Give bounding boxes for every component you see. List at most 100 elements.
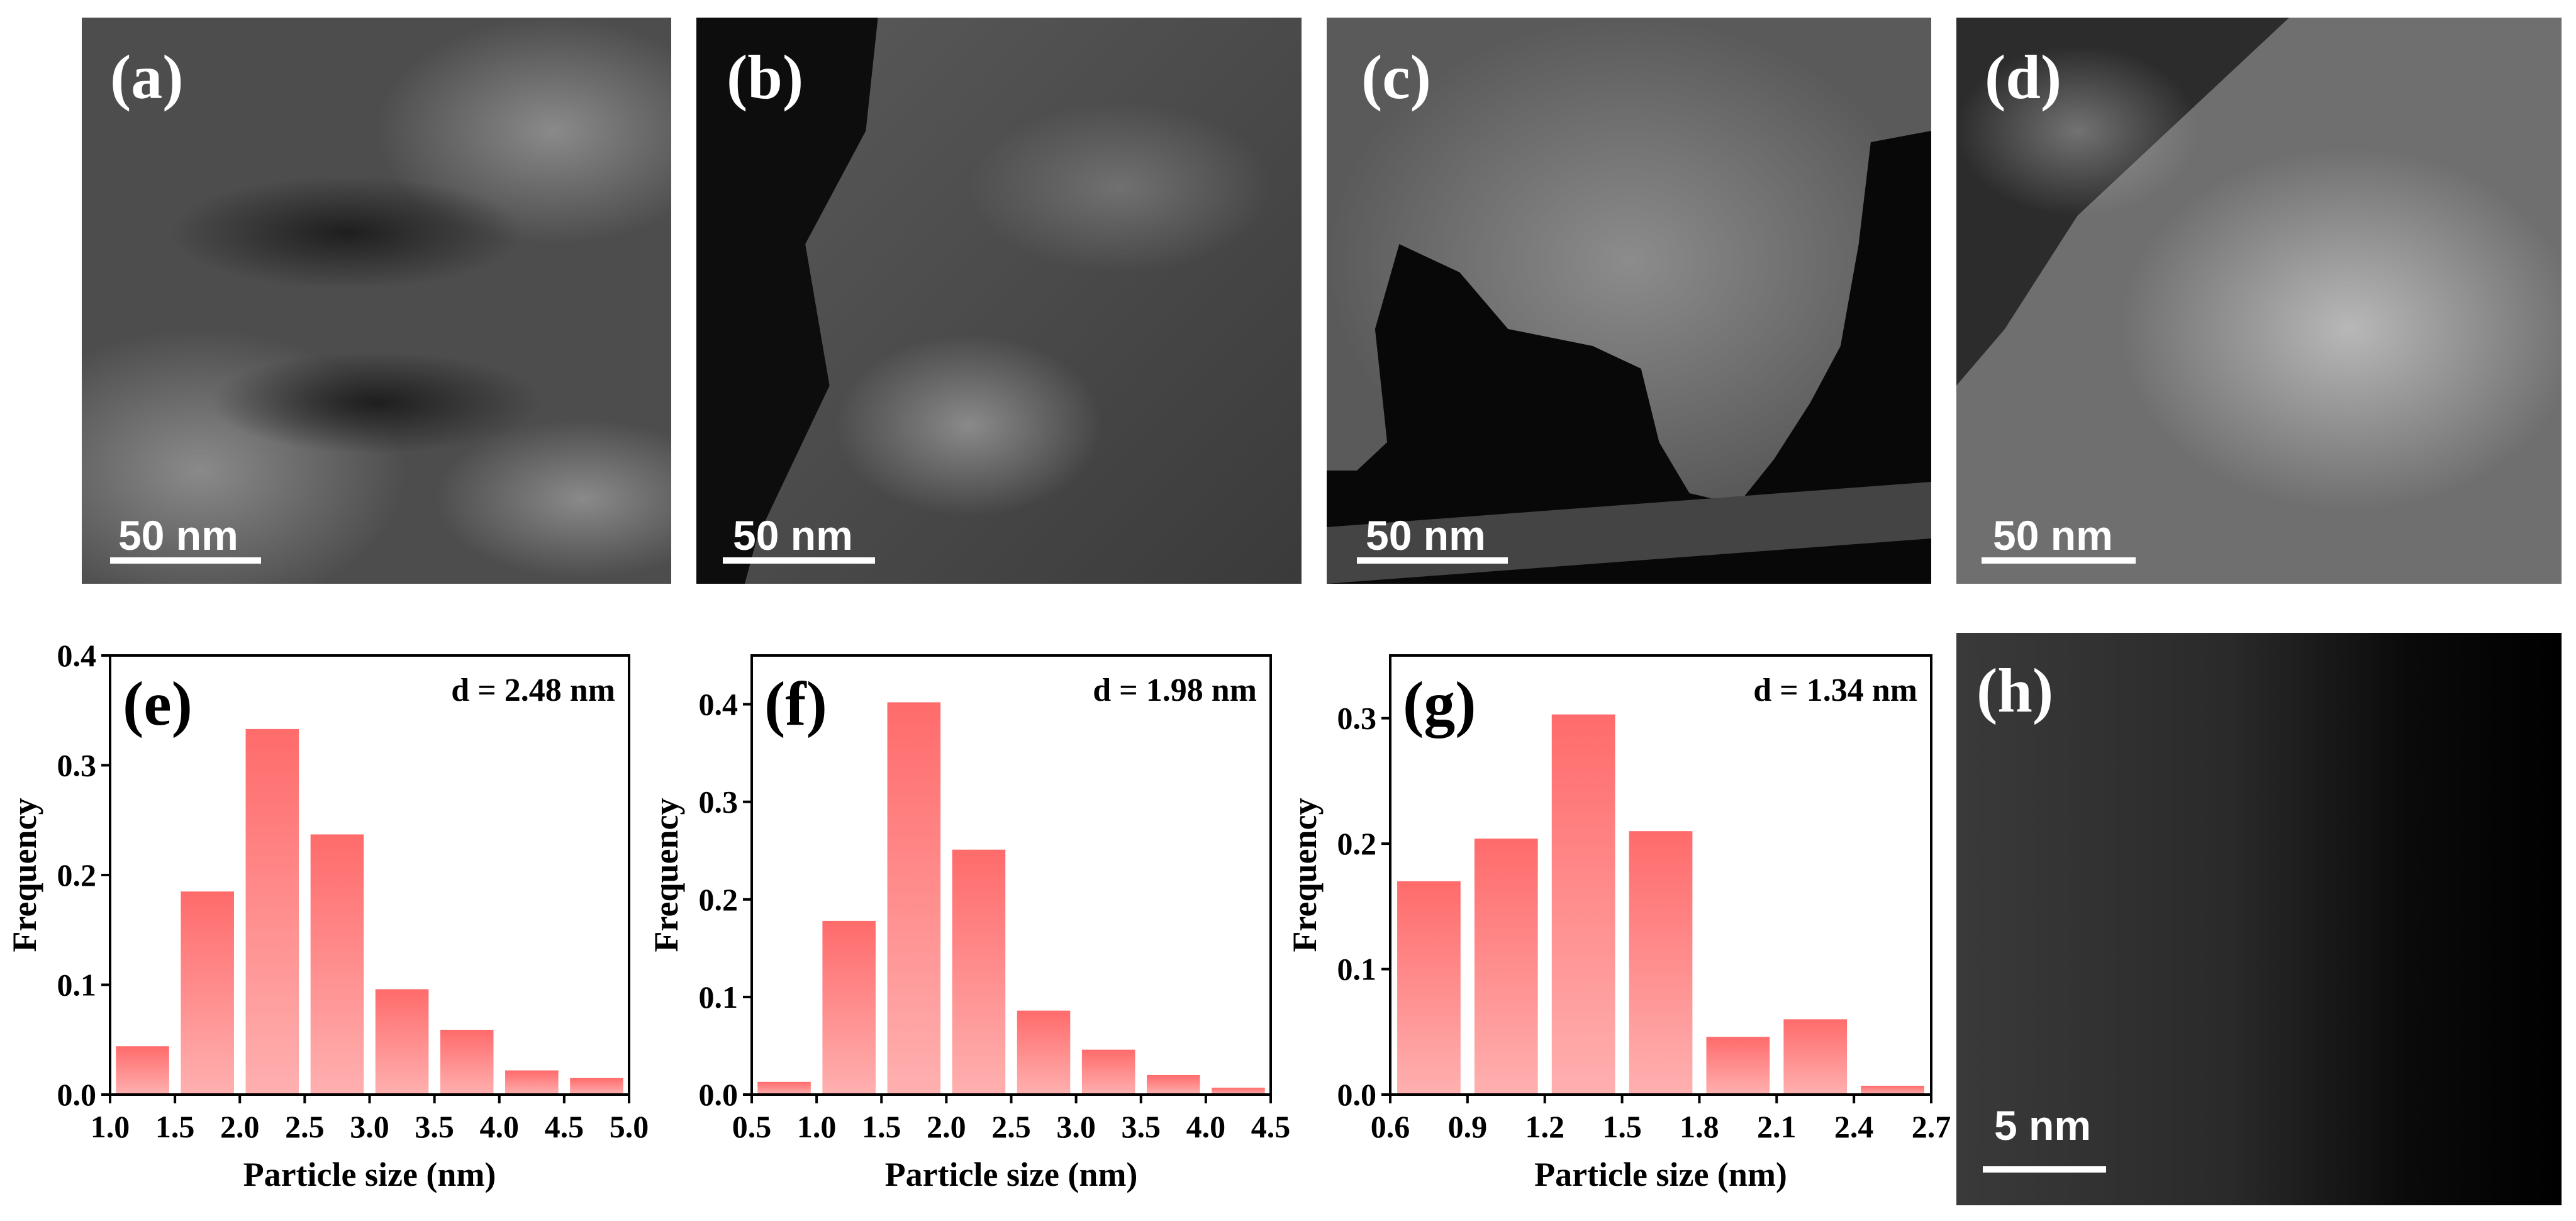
y-tick-label: 0.1 — [1337, 952, 1377, 987]
scale-bar-label: 50 nm — [733, 512, 853, 559]
histogram-bar — [887, 702, 941, 1095]
scale-bar — [110, 557, 261, 564]
panel-label: (g) — [1403, 669, 1476, 739]
y-tick-label: 0.3 — [57, 748, 97, 783]
y-axis-label: Frequency — [6, 798, 43, 952]
micrograph-d: (d) 50 nm — [1956, 18, 2562, 584]
x-tick-label: 1.5 — [155, 1109, 195, 1144]
y-tick-label: 0.4 — [57, 638, 97, 673]
histogram-bar — [570, 1078, 623, 1095]
mean-size-annotation: d = 2.48 nm — [451, 672, 615, 708]
scale-bar — [1982, 557, 2136, 564]
x-tick-label: 0.9 — [1448, 1109, 1488, 1144]
x-tick-label: 2.0 — [220, 1109, 260, 1144]
histogram-g: 0.6 0.9 1.2 1.5 1.8 2.1 2.4 2.7 0.0 0.1 0.2 0.3 Part… — [1286, 654, 1951, 1193]
x-tick-label: 2.5 — [285, 1109, 325, 1144]
histogram-bar — [952, 849, 1006, 1095]
x-tick-label: 2.5 — [991, 1109, 1031, 1144]
histogram-bar — [1706, 1037, 1770, 1095]
scale-bar — [723, 557, 875, 564]
y-tick-label: 0.3 — [1337, 701, 1377, 736]
x-tick-label: 3.5 — [415, 1109, 454, 1144]
micrograph-b-image — [696, 18, 1302, 584]
x-axis-label: Particle size (nm) — [1534, 1156, 1787, 1193]
histogram-e: 1.0 1.5 2.0 2.5 3.0 3.5 4.0 4.5 5.0 0.0 0.1 0.2 0.3 0… — [6, 638, 649, 1193]
histogram-bar — [757, 1081, 811, 1095]
y-tick-label: 0.1 — [57, 967, 97, 1003]
histogram-bar — [1147, 1074, 1200, 1095]
x-axis-label: Particle size (nm) — [885, 1156, 1138, 1193]
y-axis-label: Frequency — [1286, 798, 1324, 952]
scale-bar-label: 5 nm — [1994, 1102, 2092, 1149]
micrograph-h: (h) 5 nm — [1956, 633, 2562, 1205]
y-tick-label: 0.4 — [699, 687, 739, 722]
y-axis-label: Frequency — [647, 798, 685, 952]
scale-bar — [1983, 1166, 2106, 1173]
x-tick-label: 4.5 — [1251, 1109, 1291, 1144]
scale-bar-label: 50 nm — [1366, 512, 1486, 559]
x-tick-label: 0.6 — [1371, 1109, 1410, 1144]
micrograph-d-image — [1956, 18, 2562, 584]
x-tick-label: 2.4 — [1834, 1109, 1874, 1144]
y-tick-label: 0.0 — [699, 1077, 739, 1112]
histogram-bar — [1397, 881, 1461, 1095]
histogram-f: 0.5 1.0 1.5 2.0 2.5 3.0 3.5 4.0 4.5 0.0 0.1 0.2 0.3 0… — [647, 654, 1291, 1193]
histogram-bar — [1212, 1088, 1265, 1095]
histogram-bar — [1783, 1019, 1848, 1095]
x-tick-label: 4.0 — [1186, 1109, 1226, 1144]
y-tick-label: 0.2 — [57, 857, 97, 893]
panel-label: (b) — [727, 42, 804, 112]
x-tick-label: 1.8 — [1680, 1109, 1719, 1144]
histogram-bar — [310, 834, 364, 1095]
histogram-bar — [1017, 1010, 1071, 1095]
panel-label: (d) — [1985, 42, 2062, 112]
panel-label: (a) — [110, 42, 184, 112]
x-tick-label: 2.1 — [1757, 1109, 1797, 1144]
plot-frame — [1389, 654, 1932, 1096]
panel-label: (e) — [123, 669, 192, 739]
histogram-bar — [440, 1030, 494, 1095]
y-tick-label: 0.2 — [1337, 826, 1377, 861]
y-tick-label: 0.2 — [699, 882, 739, 917]
micrograph-h-image — [1956, 633, 2562, 1205]
mean-size-annotation: d = 1.98 nm — [1093, 672, 1257, 708]
y-tick-label: 0.3 — [699, 784, 739, 820]
histogram-bar — [1081, 1049, 1135, 1095]
histogram-bar — [375, 989, 429, 1095]
histogram-bar — [1861, 1086, 1924, 1095]
panel-label: (h) — [1977, 655, 2054, 725]
scale-bar-label: 50 nm — [118, 512, 238, 559]
histogram-bar — [1629, 831, 1693, 1095]
x-tick-label: 2.0 — [927, 1109, 966, 1144]
scale-bar-label: 50 nm — [1993, 512, 2113, 559]
x-tick-label: 3.5 — [1122, 1109, 1161, 1144]
histogram-bar — [1551, 714, 1615, 1095]
histogram-bar — [505, 1070, 559, 1095]
micrograph-b: (b) 50 nm — [696, 18, 1302, 584]
micrograph-a: (a) 50 nm — [82, 18, 671, 584]
y-tick-label: 0.0 — [57, 1077, 97, 1112]
x-tick-label: 4.5 — [545, 1109, 584, 1144]
x-tick-label: 2.7 — [1912, 1109, 1951, 1144]
x-tick-label: 1.2 — [1525, 1109, 1564, 1144]
x-tick-label: 5.0 — [610, 1109, 649, 1144]
x-tick-label: 1.5 — [1602, 1109, 1642, 1144]
histogram-bar — [116, 1046, 169, 1095]
scale-bar — [1357, 557, 1508, 564]
y-tick-label: 0.1 — [699, 979, 739, 1015]
micrograph-c: (c) 50 nm — [1327, 18, 1931, 584]
panel-label: (f) — [764, 669, 827, 739]
histogram-bar — [181, 891, 234, 1095]
panel-label: (c) — [1361, 42, 1431, 112]
histogram-bar — [245, 728, 299, 1095]
x-tick-label: 4.0 — [480, 1109, 520, 1144]
x-tick-label: 1.0 — [91, 1109, 130, 1144]
x-tick-label: 1.0 — [797, 1109, 837, 1144]
x-tick-label: 3.0 — [350, 1109, 389, 1144]
micrograph-a-image — [82, 18, 671, 584]
x-tick-label: 0.5 — [732, 1109, 772, 1144]
x-axis-label: Particle size (nm) — [243, 1156, 496, 1193]
histogram-bar — [1474, 839, 1538, 1095]
x-tick-label: 1.5 — [862, 1109, 901, 1144]
mean-size-annotation: d = 1.34 nm — [1753, 672, 1917, 708]
